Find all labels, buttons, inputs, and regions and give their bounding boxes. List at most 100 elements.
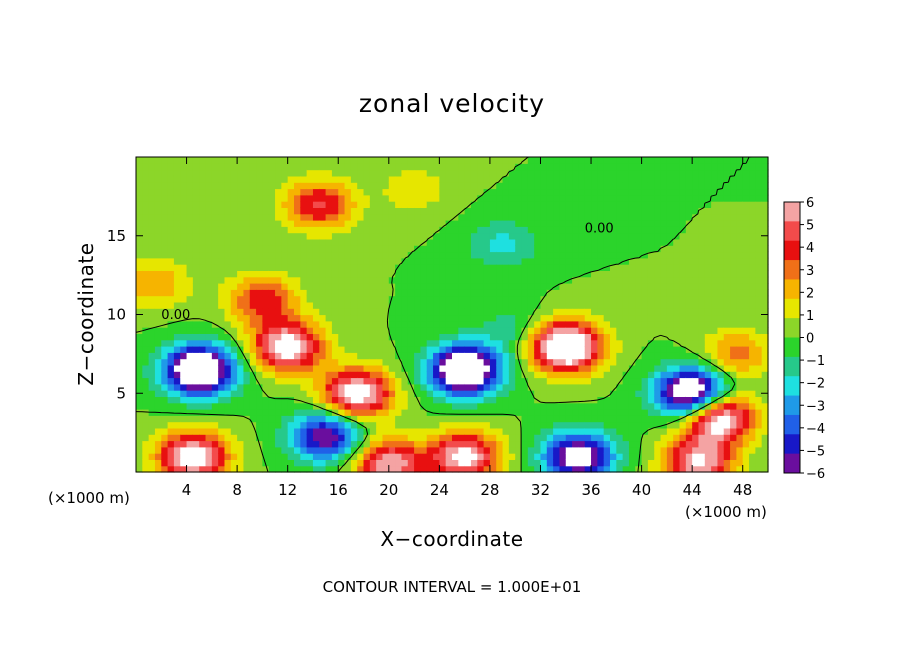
heatmap-cell	[755, 415, 763, 423]
heatmap-cell	[736, 383, 744, 391]
heatmap-cell	[666, 226, 674, 234]
heatmap-cell	[458, 213, 466, 221]
heatmap-cell	[755, 440, 763, 448]
heatmap-cell	[464, 383, 472, 391]
heatmap-cell	[256, 226, 263, 234]
heatmap-cell	[616, 377, 624, 385]
heatmap-cell	[439, 364, 447, 372]
heatmap-cell	[546, 377, 554, 385]
heatmap-cell	[489, 371, 497, 379]
heatmap-cell	[312, 276, 320, 284]
heatmap-cell	[704, 289, 712, 297]
heatmap-cell	[515, 402, 523, 410]
heatmap-cell	[603, 232, 611, 240]
heatmap-cell	[730, 465, 737, 473]
heatmap-cell	[230, 446, 238, 454]
heatmap-cell	[755, 453, 763, 460]
heatmap-cell	[211, 207, 219, 215]
heatmap-cell	[603, 402, 611, 410]
heatmap-cell	[685, 427, 693, 435]
heatmap-cell	[553, 201, 561, 208]
heatmap-cell	[508, 415, 516, 423]
heatmap-cell	[534, 283, 542, 290]
heatmap-cell	[426, 245, 434, 253]
heatmap-cell	[218, 201, 226, 208]
heatmap-cell	[142, 169, 150, 177]
heatmap-cell	[439, 377, 447, 385]
heatmap-cell	[692, 383, 700, 391]
heatmap-cell	[597, 182, 605, 190]
heatmap-cell	[458, 453, 466, 460]
heatmap-cell	[338, 301, 346, 309]
heatmap-cell	[173, 440, 181, 448]
heatmap-cell	[578, 320, 586, 328]
heatmap-cell	[249, 238, 257, 246]
heatmap-cell	[376, 402, 384, 410]
heatmap-cell	[312, 295, 320, 303]
heatmap-cell	[173, 383, 181, 391]
heatmap-cell	[338, 453, 346, 460]
heatmap-cell	[407, 327, 415, 334]
heatmap-cell	[439, 415, 447, 423]
heatmap-cell	[312, 169, 320, 177]
heatmap-cell	[673, 283, 681, 290]
heatmap-cell	[749, 207, 756, 215]
heatmap-cell	[388, 175, 396, 183]
heatmap-cell	[666, 446, 674, 454]
heatmap-cell	[249, 390, 257, 397]
heatmap-cell	[553, 308, 561, 316]
heatmap-cell	[730, 320, 737, 328]
heatmap-cell	[761, 333, 769, 341]
heatmap-cell	[439, 434, 447, 442]
heatmap-cell	[723, 364, 731, 372]
heatmap-cell	[654, 421, 662, 429]
heatmap-cell	[401, 333, 409, 341]
heatmap-cell	[376, 251, 384, 259]
heatmap-cell	[540, 157, 548, 164]
heatmap-cell	[565, 453, 573, 460]
heatmap-cell	[666, 434, 674, 442]
heatmap-cell	[452, 207, 459, 215]
heatmap-cell	[692, 276, 700, 284]
heatmap-cell	[736, 352, 744, 360]
heatmap-cell	[256, 201, 263, 208]
heatmap-cell	[211, 415, 219, 423]
heatmap-cell	[616, 459, 624, 467]
heatmap-cell	[749, 314, 756, 322]
heatmap-cell	[496, 308, 504, 316]
heatmap-cell	[616, 314, 624, 322]
heatmap-cell	[211, 201, 219, 208]
heatmap-cell	[591, 333, 598, 341]
heatmap-cell	[275, 169, 282, 177]
heatmap-cell	[388, 453, 396, 460]
heatmap-cell	[749, 245, 756, 253]
heatmap-cell	[477, 333, 485, 341]
heatmap-cell	[180, 446, 188, 454]
heatmap-cell	[641, 270, 649, 278]
heatmap-cell	[363, 364, 371, 372]
heatmap-cell	[736, 459, 744, 467]
heatmap-cell	[464, 409, 472, 416]
heatmap-cell	[647, 163, 655, 171]
heatmap-cell	[628, 446, 636, 454]
heatmap-cell	[294, 257, 301, 265]
heatmap-cell	[154, 427, 162, 435]
heatmap-cell	[167, 194, 175, 202]
heatmap-cell	[407, 276, 415, 284]
heatmap-cell	[496, 251, 504, 259]
heatmap-cell	[534, 163, 542, 171]
heatmap-cell	[382, 194, 390, 202]
heatmap-cell	[584, 421, 592, 429]
heatmap-cell	[660, 270, 668, 278]
heatmap-cell	[622, 220, 630, 227]
heatmap-cell	[439, 459, 447, 467]
heatmap-cell	[407, 283, 415, 290]
heatmap-cell	[180, 207, 188, 215]
heatmap-cell	[584, 175, 592, 183]
heatmap-cell	[363, 163, 371, 171]
heatmap-cell	[685, 465, 693, 473]
heatmap-cell	[591, 402, 598, 410]
heatmap-cell	[610, 427, 617, 435]
heatmap-cell	[439, 339, 447, 347]
heatmap-cell	[237, 163, 245, 171]
